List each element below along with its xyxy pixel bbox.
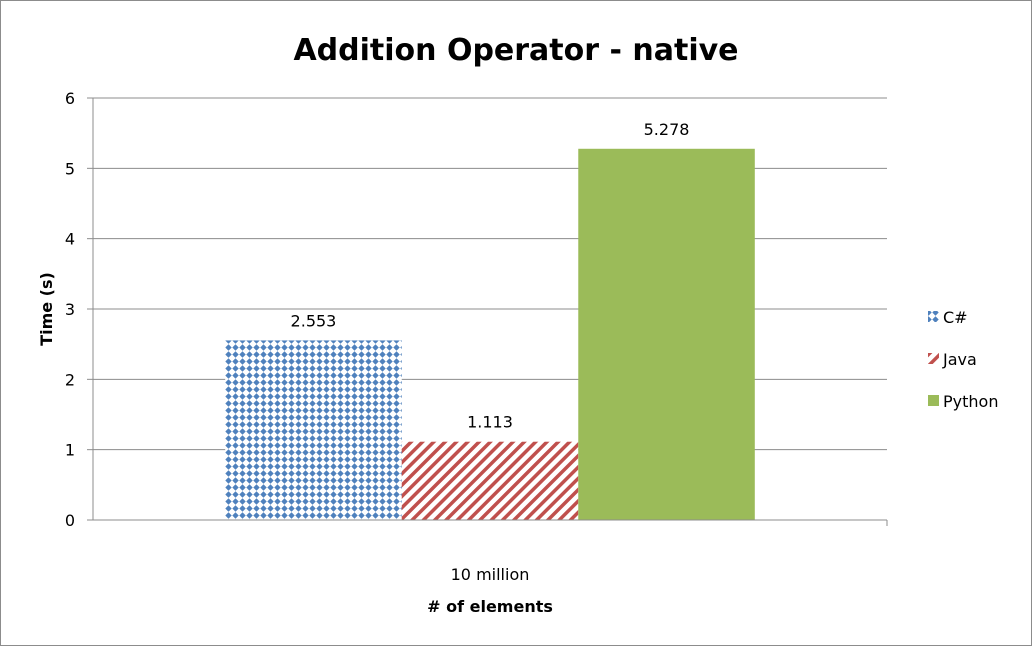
y-tick-label: 0	[65, 511, 75, 530]
bars	[225, 148, 755, 520]
legend-swatch-c-	[928, 311, 939, 322]
data-labels: 2.553 1.113 5.278	[291, 120, 690, 432]
bar-c-	[225, 340, 402, 520]
x-axis-label: # of elements	[427, 597, 553, 616]
legend-label: Java	[942, 350, 977, 369]
y-axis-ticks: 0 1 2 3 4 5 6	[65, 89, 75, 530]
y-tick-label: 2	[65, 370, 75, 389]
y-tick-label: 1	[65, 441, 75, 460]
y-tick-label: 6	[65, 89, 75, 108]
legend-label: Python	[943, 392, 998, 411]
y-tick-label: 4	[65, 230, 75, 249]
data-label: 5.278	[644, 120, 690, 139]
legend-swatch-java	[928, 353, 939, 364]
data-label: 1.113	[467, 413, 513, 432]
legend: C# Java Python	[928, 308, 998, 411]
x-tick-label: 10 million	[451, 565, 530, 584]
legend-swatch-python	[928, 395, 939, 406]
bar-java	[401, 441, 579, 520]
y-tick-label: 3	[65, 300, 75, 319]
y-tick-label: 5	[65, 159, 75, 178]
chart-title: Addition Operator - native	[293, 33, 738, 68]
x-axis-ticks: 10 million	[451, 520, 888, 584]
legend-label: C#	[943, 308, 968, 327]
y-axis-label: Time (s)	[37, 272, 56, 346]
data-label: 2.553	[291, 311, 337, 330]
bar-python	[578, 148, 755, 520]
